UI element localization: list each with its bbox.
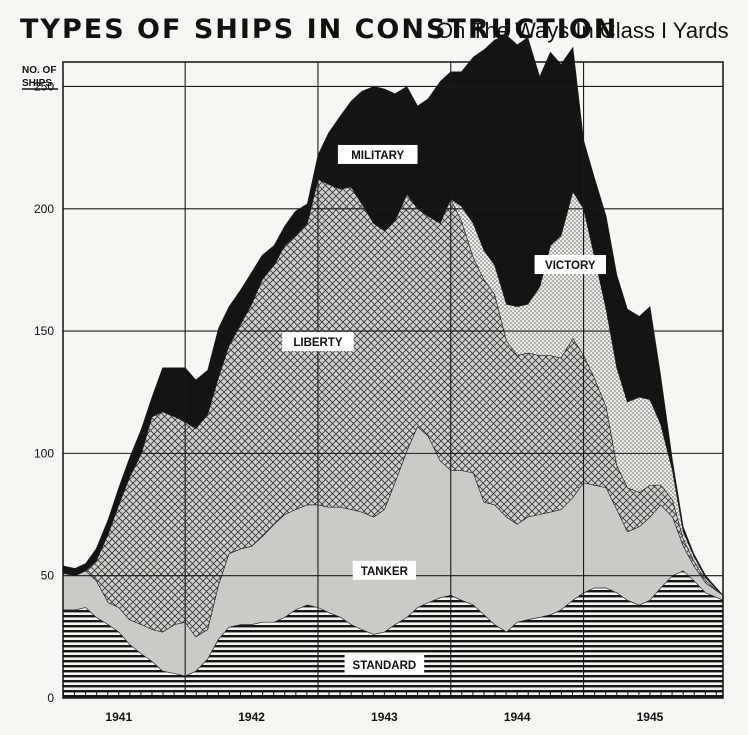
x-tick-label: 1942 bbox=[238, 710, 265, 724]
x-tick-label: 1944 bbox=[504, 710, 531, 724]
chart-title: TYPES OF SHIPS IN CONSTRUCTION bbox=[20, 14, 618, 45]
y-tick-label: 0 bbox=[47, 691, 54, 705]
series-label-military: MILITARY bbox=[337, 144, 418, 164]
series-labels: STANDARD TANKER LIBERTY VICTORY MILITARY bbox=[282, 144, 606, 674]
label-box bbox=[344, 654, 425, 674]
x-tick-label: 1943 bbox=[371, 710, 398, 724]
label-text: STANDARD bbox=[353, 660, 417, 672]
label-text: TANKER bbox=[361, 566, 409, 578]
plot-frame bbox=[62, 61, 724, 699]
y-tick-label: 50 bbox=[41, 569, 55, 583]
x-tick-label: 1941 bbox=[105, 710, 132, 724]
label-text: LIBERTY bbox=[293, 337, 343, 349]
x-tick-labels: 1941 1942 1943 1944 1945 bbox=[105, 710, 663, 724]
label-box bbox=[282, 332, 354, 352]
area-layer bbox=[62, 34, 724, 699]
y-tick-label: 250 bbox=[34, 79, 54, 93]
label-text: MILITARY bbox=[351, 150, 404, 162]
y-axis-label-line2: SHIPS bbox=[22, 78, 52, 89]
area-military bbox=[62, 34, 724, 596]
chart-subtitle: On The Ways In Class I Yards bbox=[436, 18, 729, 43]
y-tick-label: 100 bbox=[34, 446, 54, 460]
y-tick-label: 200 bbox=[34, 202, 54, 216]
series-label-standard: STANDARD bbox=[344, 654, 425, 674]
series-label-tanker: TANKER bbox=[352, 560, 416, 580]
label-box bbox=[337, 144, 418, 164]
x-minor-ticks bbox=[62, 692, 717, 698]
y-tick-labels: 0 50 100 150 200 250 bbox=[34, 79, 54, 705]
x-tick-label: 1945 bbox=[637, 710, 664, 724]
y-axis-label-line1: NO. OF bbox=[22, 65, 56, 76]
label-box bbox=[352, 560, 416, 580]
label-text: VICTORY bbox=[545, 260, 596, 272]
series-label-liberty: LIBERTY bbox=[282, 332, 354, 352]
y-tick-label: 150 bbox=[34, 324, 54, 338]
series-label-victory: VICTORY bbox=[534, 255, 606, 275]
label-box bbox=[534, 255, 606, 275]
